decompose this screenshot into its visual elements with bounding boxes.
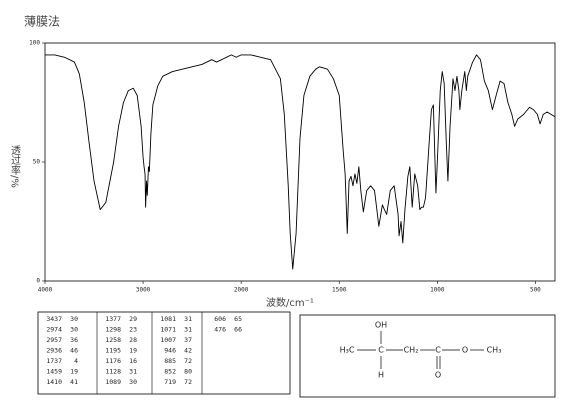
peak-wavenumber: 1081 (160, 315, 176, 323)
peak-transmittance: 37 (184, 336, 192, 344)
peak-wavenumber: 1007 (160, 336, 176, 344)
atom-label: CH₃ (487, 346, 502, 355)
peak-transmittance: 16 (129, 357, 137, 365)
peak-table-frame (37, 311, 291, 395)
plot-frame (44, 42, 556, 282)
peak-transmittance: 19 (70, 368, 78, 376)
peak-transmittance: 65 (234, 315, 242, 323)
atom-label: C (378, 346, 384, 355)
chart-title: 薄膜法 (24, 14, 60, 29)
peak-wavenumber: 1377 (105, 315, 121, 323)
y-tick-label: 100 (29, 40, 40, 47)
peak-transmittance: 29 (129, 315, 137, 323)
peak-transmittance: 66 (234, 326, 242, 334)
x-axis-label: 波数/cm⁻¹ (266, 296, 314, 309)
peak-wavenumber: 2936 (46, 347, 62, 355)
peak-wavenumber: 606 (214, 315, 226, 323)
peak-wavenumber: 885 (164, 357, 176, 365)
y-tick-label: 50 (33, 159, 41, 166)
peak-wavenumber: 1258 (105, 336, 121, 344)
peak-transmittance: 31 (184, 326, 192, 334)
x-tick-label: 1000 (430, 287, 445, 294)
peak-transmittance: 46 (70, 347, 78, 355)
spectrum-line (45, 54, 556, 270)
peak-transmittance: 19 (129, 347, 137, 355)
x-tick-label: 4000 (38, 287, 53, 294)
structure-frame (299, 314, 556, 398)
peak-transmittance: 72 (184, 357, 192, 365)
peak-wavenumber: 476 (214, 326, 226, 334)
y-axis-label: 透过率/% (9, 145, 21, 188)
x-tick-label: 500 (530, 287, 541, 294)
atom-label: O (435, 371, 441, 380)
x-tick-label: 2000 (234, 287, 249, 294)
y-tick-label: 0 (36, 278, 40, 285)
atom-label: CH₂ (404, 346, 419, 355)
peak-transmittance: 30 (70, 326, 78, 334)
peak-transmittance: 42 (184, 347, 192, 355)
atom-label: OH (375, 321, 387, 330)
atom-label: C (435, 346, 441, 355)
atom-label: H₃C (340, 346, 355, 355)
peak-transmittance: 41 (70, 378, 78, 386)
peak-wavenumber: 1459 (46, 368, 62, 376)
peak-wavenumber: 1298 (105, 326, 121, 334)
peak-wavenumber: 1176 (105, 357, 121, 365)
peak-transmittance: 30 (70, 315, 78, 323)
peak-wavenumber: 2974 (46, 326, 62, 334)
peak-wavenumber: 852 (164, 368, 176, 376)
peak-wavenumber: 946 (164, 347, 176, 355)
peak-transmittance: 4 (74, 357, 78, 365)
atom-label: H (378, 371, 384, 380)
peak-transmittance: 72 (184, 378, 192, 386)
peak-transmittance: 31 (184, 315, 192, 323)
peak-wavenumber: 719 (164, 378, 176, 386)
peak-wavenumber: 1071 (160, 326, 176, 334)
peak-wavenumber: 1128 (105, 368, 121, 376)
peak-transmittance: 28 (129, 336, 137, 344)
peak-wavenumber: 1195 (105, 347, 121, 355)
peak-wavenumber: 3437 (46, 315, 62, 323)
peak-transmittance: 23 (129, 326, 137, 334)
atom-label: O (462, 346, 468, 355)
peak-wavenumber: 1089 (105, 378, 121, 386)
peak-wavenumber: 2957 (46, 336, 62, 344)
x-tick-label: 3000 (136, 287, 151, 294)
x-tick-label: 1500 (332, 287, 347, 294)
peak-transmittance: 80 (184, 368, 192, 376)
peak-transmittance: 31 (129, 368, 137, 376)
peak-wavenumber: 1410 (46, 378, 62, 386)
peak-transmittance: 30 (129, 378, 137, 386)
peak-transmittance: 36 (70, 336, 78, 344)
peak-wavenumber: 1737 (46, 357, 62, 365)
structure-bonds (357, 331, 484, 369)
